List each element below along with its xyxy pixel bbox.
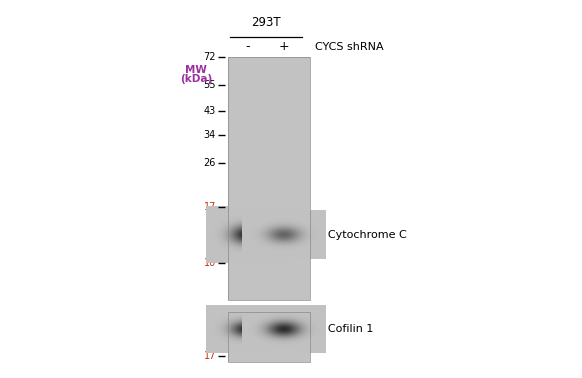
- Text: 26: 26: [204, 158, 216, 168]
- Text: 17: 17: [204, 203, 216, 212]
- Text: 43: 43: [204, 106, 216, 116]
- Bar: [228, 312, 310, 362]
- Text: 34: 34: [204, 130, 216, 140]
- Text: 72: 72: [204, 52, 216, 62]
- Text: 293T: 293T: [251, 16, 281, 29]
- Text: (kDa): (kDa): [180, 74, 212, 84]
- Text: ← Cytochrome C: ← Cytochrome C: [315, 231, 407, 240]
- Text: CYCS shRNA: CYCS shRNA: [315, 42, 384, 52]
- Text: +: +: [279, 40, 289, 54]
- Text: -: -: [246, 40, 250, 54]
- Text: 55: 55: [204, 80, 216, 90]
- Text: MW: MW: [185, 65, 207, 75]
- Text: 17: 17: [204, 351, 216, 361]
- Text: ← Cofilin 1: ← Cofilin 1: [315, 324, 374, 335]
- Bar: [228, 57, 310, 300]
- Bar: [228, 57, 310, 300]
- Text: 10: 10: [204, 258, 216, 268]
- Bar: [228, 312, 310, 362]
